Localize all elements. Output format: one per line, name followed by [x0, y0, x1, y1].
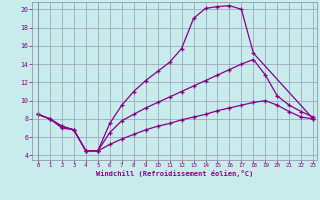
- X-axis label: Windchill (Refroidissement éolien,°C): Windchill (Refroidissement éolien,°C): [96, 170, 253, 177]
